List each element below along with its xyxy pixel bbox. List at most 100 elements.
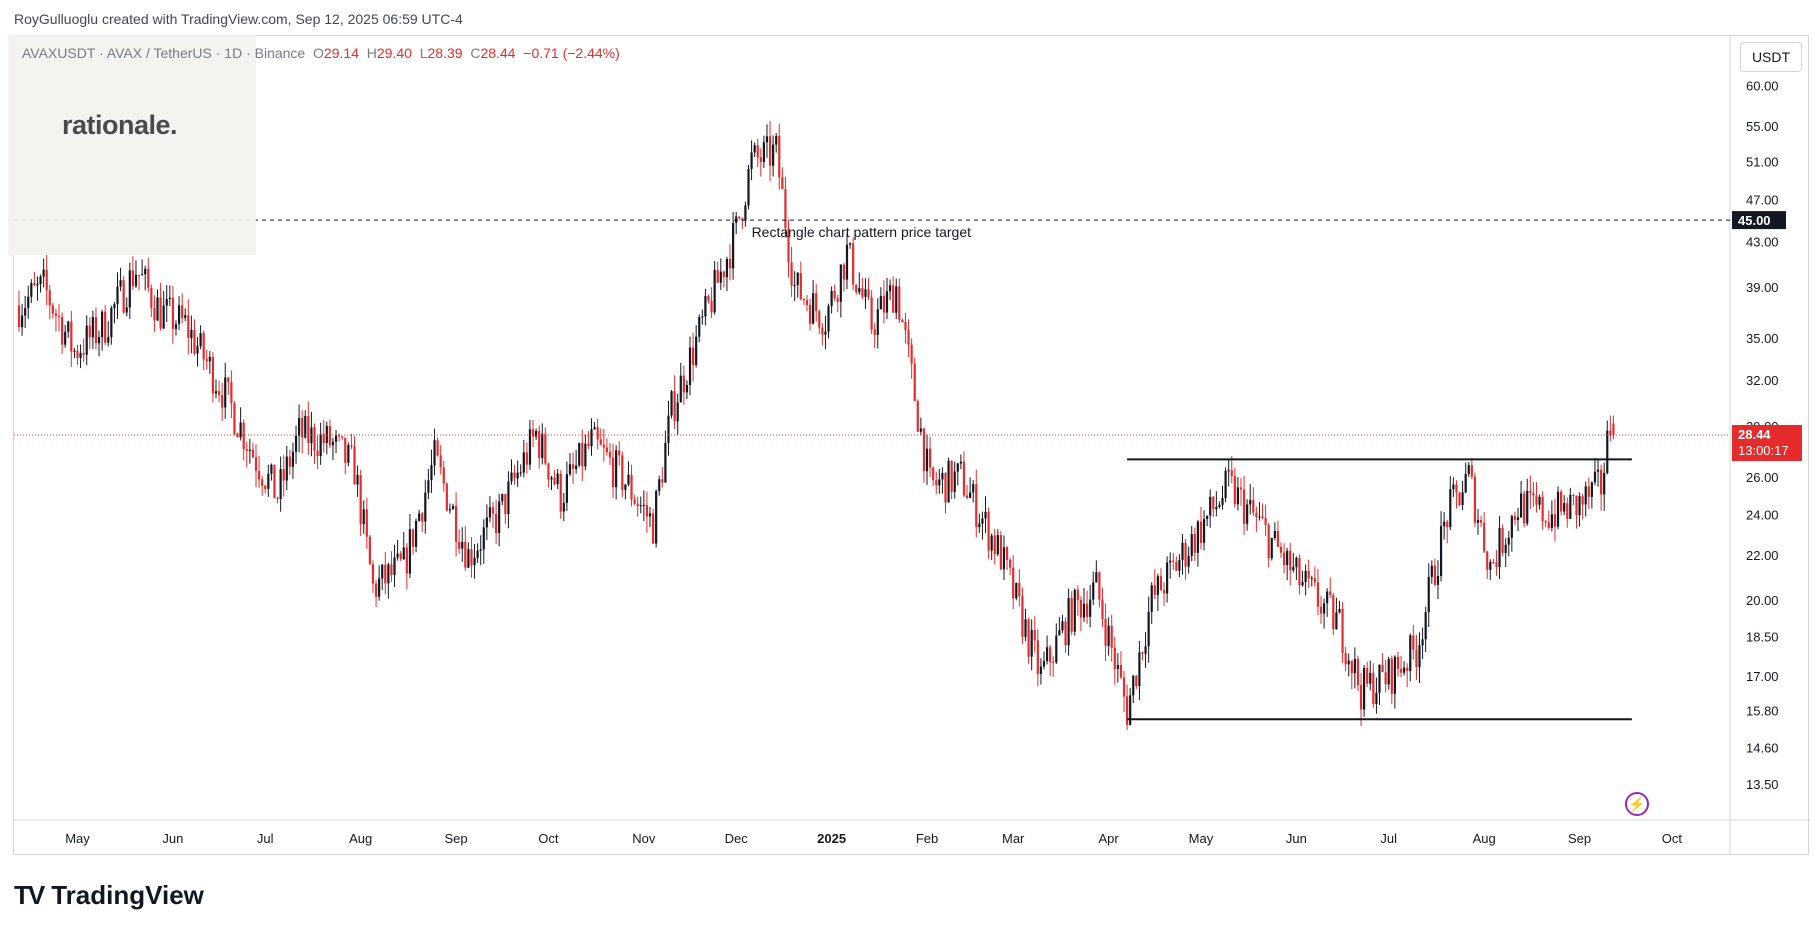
candle-body [759,157,762,163]
candle-body [1559,491,1563,512]
candle-body [990,535,993,551]
candle-body [67,321,70,332]
candle-body [491,507,495,514]
candle-body [1347,660,1350,665]
candle-body [1384,672,1387,685]
candle-body [202,333,205,360]
candle-body [1221,498,1224,505]
candle-body [291,451,295,467]
candle-body [485,517,488,528]
candle-body [1501,527,1504,554]
candle-body [636,503,639,507]
candle-body [1239,487,1243,490]
candle-body [1461,492,1464,505]
candle-body [134,274,138,287]
candle-body [131,270,134,287]
candle-body [639,505,642,507]
candle-body [765,136,769,143]
candle-body [1535,495,1538,505]
candle-body [741,218,744,221]
candle-body [174,324,178,329]
candle-body [217,391,221,396]
candle-body [273,464,276,499]
price-tick-label: 47.00 [1746,193,1779,208]
candle-body [94,317,98,344]
candle-body [64,331,67,345]
candle-body [48,290,51,306]
candle-body [1276,531,1280,547]
candle-body [1122,677,1126,697]
candle-body [1298,557,1301,586]
time-tick-label: Jun [1286,831,1307,846]
candle-body [381,564,384,579]
candle-body [1058,630,1061,636]
candle-body [685,384,689,393]
symbol-legend: AVAXUSDT · AVAX / TetherUS · 1D · Binanc… [22,45,620,61]
candle-body [1159,576,1163,591]
candle-body [1513,516,1517,521]
candle-body [1329,591,1332,596]
close-label: C [470,45,481,61]
candle-body [1436,576,1440,585]
candle-body [873,329,876,335]
candle-body [1249,500,1252,505]
candle-body [350,445,353,447]
candle-body [904,322,907,331]
candle-body [347,445,350,463]
candle-body [1575,495,1578,516]
flash-icon[interactable]: ⚡ [1625,792,1649,816]
candle-body [679,375,682,403]
candle-body [267,473,270,489]
candle-body [864,289,867,297]
candle-body [870,297,873,330]
candle-body [950,460,953,492]
candle-body [916,400,919,432]
candle-body [621,455,624,490]
candle-body [1378,664,1381,693]
candle-body [1609,430,1612,436]
candle-body [901,319,904,323]
price-tick-label: 13.50 [1746,777,1779,792]
currency-unit-button[interactable]: USDT [1740,42,1802,72]
candle-body [1089,599,1092,617]
low-value: 28.39 [427,45,463,61]
price-tick-label: 17.00 [1746,669,1779,684]
candle-body [359,475,362,525]
candle-body [858,288,861,293]
candle-body [1015,583,1018,599]
price-tick-label: 14.60 [1746,740,1779,755]
candle-body [1489,562,1492,570]
candle-body [1156,576,1159,595]
candle-body [658,479,661,492]
candle-body [51,305,54,314]
candle-body [1267,524,1270,559]
candle-body [1104,618,1107,646]
candle-body [1498,527,1501,568]
candle-body [199,333,202,347]
time-tick-label: Sep [1568,831,1591,846]
time-tick-label: Aug [349,831,372,846]
candle-body [885,291,889,313]
candle-body [1209,496,1212,516]
candle-body [1479,519,1483,523]
candle-body [1553,514,1557,527]
candle-body [981,518,984,524]
candle-body [578,443,581,466]
candle-body [876,309,879,335]
candle-body [239,422,242,438]
candle-body [645,504,649,517]
candle-body [701,316,704,318]
candle-body [1600,469,1603,495]
symbol-name[interactable]: AVAXUSDT · AVAX / TetherUS · 1D · Binanc… [22,45,306,61]
candle-body [898,286,901,320]
candle-body [368,536,371,565]
candle-body [473,557,476,566]
candle-body [70,321,73,352]
candle-body [458,541,461,549]
candle-body [479,549,482,551]
candle-body [1301,582,1304,586]
price-target-label: 45.00 [1738,213,1771,228]
candle-body [710,300,713,313]
candle-body [1584,486,1587,505]
